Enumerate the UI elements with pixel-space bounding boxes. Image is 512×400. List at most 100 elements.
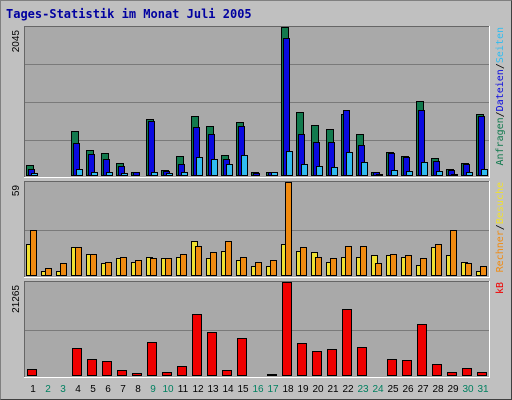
bar-kb-day-13 bbox=[207, 332, 217, 376]
x-tick-label-day-9: 9 bbox=[150, 384, 156, 395]
x-tick-label-day-8: 8 bbox=[135, 384, 141, 395]
x-tick-label-day-10: 10 bbox=[162, 384, 174, 395]
x-tick-label-day-11: 11 bbox=[178, 384, 189, 395]
bar-kb-day-26 bbox=[402, 360, 412, 376]
bar-rechner-day-14 bbox=[225, 241, 232, 276]
bar-seiten-day-19 bbox=[301, 164, 308, 176]
y-max-label-middle: 59 bbox=[11, 185, 22, 197]
legend-entry: kB bbox=[495, 282, 506, 294]
x-tick-label-day-28: 28 bbox=[432, 384, 444, 395]
bar-rechner-day-11 bbox=[180, 254, 187, 276]
bar-dateien-day-16 bbox=[253, 173, 260, 176]
legend-entry: Dateien bbox=[495, 69, 506, 111]
x-tick-label-day-24: 24 bbox=[372, 384, 384, 395]
bar-rechner-day-23 bbox=[360, 246, 367, 276]
bar-seiten-day-13 bbox=[211, 159, 218, 176]
bar-seiten-day-31 bbox=[481, 169, 488, 176]
bar-rechner-day-8 bbox=[135, 260, 142, 276]
x-tick-label-day-18: 18 bbox=[282, 384, 294, 395]
bar-seiten-day-17 bbox=[271, 172, 278, 176]
x-tick-label-day-1: 1 bbox=[30, 384, 36, 395]
bar-rechner-day-26 bbox=[405, 255, 412, 276]
bar-rechner-day-22 bbox=[345, 246, 352, 276]
bar-kb-day-25 bbox=[387, 359, 397, 376]
legend-middle: Rechner/Besuche bbox=[495, 182, 506, 272]
bar-kb-day-10 bbox=[162, 372, 172, 376]
bar-rechner-day-17 bbox=[270, 260, 277, 276]
x-tick-label-day-16: 16 bbox=[252, 384, 264, 395]
x-tick-label-day-4: 4 bbox=[75, 384, 81, 395]
bar-rechner-day-30 bbox=[465, 263, 472, 276]
bar-rechner-day-25 bbox=[390, 254, 397, 276]
bar-kb-day-27 bbox=[417, 324, 427, 376]
bar-dateien-day-9 bbox=[148, 121, 155, 176]
bar-kb-day-11 bbox=[177, 366, 187, 376]
x-tick-label-day-25: 25 bbox=[387, 384, 399, 395]
legend-entry: / bbox=[495, 63, 506, 69]
bar-kb-day-5 bbox=[87, 359, 97, 376]
bar-kb-day-18 bbox=[282, 282, 292, 376]
bar-seiten-day-28 bbox=[436, 171, 443, 176]
bar-seiten-day-15 bbox=[241, 155, 248, 176]
bar-kb-day-20 bbox=[312, 351, 322, 376]
legend-top: Anfragen/Dateien/Seiten bbox=[495, 27, 506, 166]
bar-rechner-day-29 bbox=[450, 230, 457, 276]
bar-kb-day-12 bbox=[192, 314, 202, 376]
chart-title: Tages-Statistik im Monat Juli 2005 bbox=[6, 7, 252, 21]
bar-kb-day-30 bbox=[462, 368, 472, 376]
bar-kb-day-28 bbox=[432, 364, 442, 376]
bar-seiten-day-11 bbox=[181, 172, 188, 176]
bar-kb-day-29 bbox=[447, 372, 457, 376]
bar-rechner-day-2 bbox=[45, 268, 52, 276]
legend-entry: / bbox=[495, 111, 506, 117]
x-tick-label-day-6: 6 bbox=[105, 384, 111, 395]
y-max-label-bottom: 21265 bbox=[11, 285, 22, 313]
bar-seiten-day-27 bbox=[421, 162, 428, 176]
bar-seiten-day-6 bbox=[106, 172, 113, 176]
bar-kb-day-9 bbox=[147, 342, 157, 376]
bar-rechner-day-1 bbox=[30, 230, 37, 276]
x-tick-label-day-27: 27 bbox=[417, 384, 429, 395]
x-tick-label-day-30: 30 bbox=[462, 384, 474, 395]
x-tick-label-day-17: 17 bbox=[267, 384, 279, 395]
legend-entry: Besuche bbox=[495, 182, 506, 224]
bar-seiten-day-10 bbox=[166, 173, 173, 176]
bar-rechner-day-15 bbox=[240, 257, 247, 276]
bar-rechner-day-9 bbox=[150, 258, 157, 276]
bar-seiten-day-23 bbox=[361, 162, 368, 176]
bar-rechner-day-18 bbox=[285, 182, 292, 276]
bar-kb-day-6 bbox=[102, 361, 112, 376]
bar-seiten-day-14 bbox=[226, 164, 233, 176]
x-tick-label-day-21: 21 bbox=[327, 384, 339, 395]
bar-rechner-day-24 bbox=[375, 263, 382, 276]
bar-kb-day-14 bbox=[222, 370, 232, 376]
bar-kb-day-21 bbox=[327, 349, 337, 376]
bar-kb-day-15 bbox=[237, 338, 247, 376]
legend-bottom: kB bbox=[495, 282, 506, 294]
x-tick-label-day-23: 23 bbox=[357, 384, 369, 395]
bar-rechner-day-10 bbox=[165, 258, 172, 276]
x-tick-label-day-15: 15 bbox=[237, 384, 249, 395]
legend-entry: Anfragen bbox=[495, 117, 506, 165]
bar-rechner-day-16 bbox=[255, 262, 262, 276]
bar-kb-day-22 bbox=[342, 309, 352, 376]
x-tick-label-day-19: 19 bbox=[297, 384, 309, 395]
bar-seiten-day-12 bbox=[196, 157, 203, 176]
bar-rechner-day-27 bbox=[420, 258, 427, 276]
x-tick-label-day-2: 2 bbox=[45, 384, 51, 395]
x-tick-label-day-14: 14 bbox=[222, 384, 234, 395]
plot-area-middle bbox=[24, 181, 490, 278]
bar-seiten-day-4 bbox=[76, 169, 83, 176]
bar-kb-day-8 bbox=[132, 373, 142, 376]
x-tick-label-day-20: 20 bbox=[312, 384, 324, 395]
bar-seiten-day-30 bbox=[466, 172, 473, 176]
bar-seiten-day-7 bbox=[121, 173, 128, 176]
bar-dateien-day-31 bbox=[478, 116, 485, 176]
bar-rechner-day-21 bbox=[330, 258, 337, 276]
bar-seiten-day-1 bbox=[31, 173, 38, 176]
bar-seiten-day-20 bbox=[316, 166, 323, 176]
legend-entry: / bbox=[495, 224, 506, 230]
bar-seiten-day-21 bbox=[331, 167, 338, 176]
bar-rechner-day-5 bbox=[90, 254, 97, 276]
